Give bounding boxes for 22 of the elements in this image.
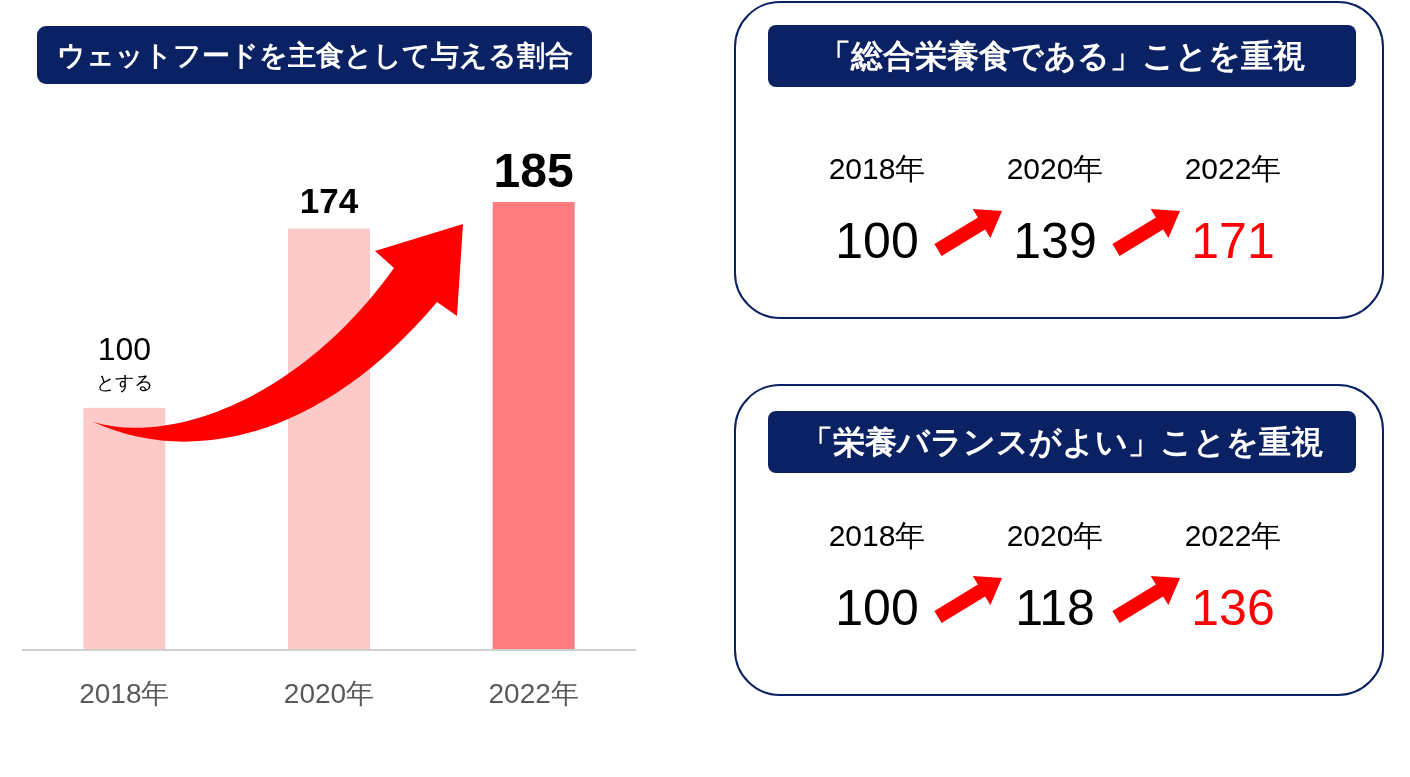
data-label: 100 — [97, 330, 152, 367]
data-label: 118 — [1015, 580, 1095, 636]
x-tick-label: 2018年 — [79, 677, 170, 709]
data-label: 139 — [1013, 213, 1097, 269]
category-label: 2018年 — [828, 151, 926, 185]
chart-title: ウェットフードを主食として与える割合 — [56, 39, 573, 71]
data-label: 174 — [299, 181, 359, 221]
category-label: 2020年 — [1006, 151, 1104, 185]
data-label: 100 — [835, 213, 919, 269]
data-label: 100 — [835, 580, 919, 636]
annotation: とする — [95, 372, 153, 394]
data-label: 171 — [1191, 213, 1275, 269]
text: 「総合栄養食である」ことを重視 — [819, 38, 1305, 74]
x-tick-label: 2022年 — [488, 677, 579, 709]
data-label: 136 — [1191, 580, 1275, 636]
category-label: 2018年 — [828, 518, 926, 552]
category-label: 2020年 — [1006, 518, 1104, 552]
category-label: 2022年 — [1184, 518, 1282, 552]
x-tick-label: 2020年 — [283, 677, 375, 709]
data-label: 185 — [493, 143, 574, 197]
text: 「栄養バランスがよい」ことを重視 — [801, 424, 1323, 460]
category-label: 2022年 — [1184, 151, 1282, 185]
